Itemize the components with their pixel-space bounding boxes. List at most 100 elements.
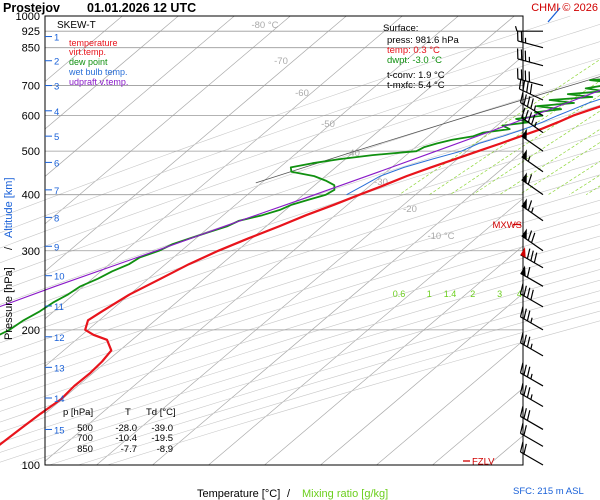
altitude-tick-label: 15 bbox=[54, 425, 65, 436]
wind-barb-full bbox=[519, 283, 524, 295]
wind-barb bbox=[520, 246, 544, 269]
isotherm-line bbox=[320, 293, 524, 466]
isotherm-label: -50 bbox=[321, 119, 335, 130]
wind-barb-full bbox=[529, 83, 533, 95]
wind-barb-staff bbox=[519, 88, 544, 101]
isotherm-line bbox=[44, 15, 179, 130]
dry-adiabat-line bbox=[0, 104, 600, 305]
wind-barb-full bbox=[523, 385, 527, 396]
surface-tmxfc: t-mxfc: 5.4 °C bbox=[387, 80, 445, 91]
isotherm-label: -30 bbox=[374, 177, 388, 188]
pressure-tick-label: 100 bbox=[22, 460, 40, 472]
fzlv-label: FZLV bbox=[472, 457, 495, 468]
wind-barb bbox=[519, 362, 544, 387]
temperature-line bbox=[0, 105, 600, 446]
wind-barb bbox=[516, 30, 544, 49]
virtual-temperature-line bbox=[478, 106, 600, 152]
isotherm-label: -60 bbox=[295, 88, 309, 99]
x-axis-label-mixing: Mixing ratio [g/kg] bbox=[302, 488, 388, 500]
table-cell: -28.0 bbox=[115, 423, 137, 434]
chart-title: SKEW-T bbox=[57, 20, 96, 31]
altitude-tick-label: 6 bbox=[54, 158, 59, 169]
table-cell: -39.0 bbox=[151, 423, 173, 434]
wind-barb-full bbox=[519, 406, 524, 417]
wind-barb-staff bbox=[520, 415, 544, 430]
fzlv-marker: FZLV bbox=[463, 457, 495, 468]
pressure-tick-label: 300 bbox=[22, 246, 40, 258]
wind-barb-staff bbox=[520, 316, 544, 331]
isotherm-line bbox=[488, 435, 524, 466]
mixing-ratio-line bbox=[586, 185, 600, 195]
isotherm-line bbox=[44, 15, 515, 414]
wind-barb-full bbox=[523, 285, 527, 297]
plot-frame bbox=[44, 15, 524, 466]
wind-barb-half bbox=[530, 317, 533, 323]
series-layer bbox=[0, 76, 600, 446]
y-axis-label: Pressure [hPa] bbox=[3, 267, 15, 340]
wind-barb-staff bbox=[520, 342, 544, 357]
pressure-tick-label: 1000 bbox=[16, 11, 40, 23]
dry-adiabat-line bbox=[0, 89, 600, 292]
altitude-tick-label: 7 bbox=[54, 186, 59, 197]
isotherm-line bbox=[44, 15, 459, 367]
wind-barb-staff bbox=[521, 156, 544, 173]
wind-barb-pennant bbox=[521, 172, 527, 184]
axes-layer: 1002003004005006007008509251000123456789… bbox=[16, 11, 524, 472]
wind-barb-staff bbox=[521, 117, 544, 134]
wind-barb-full bbox=[527, 112, 533, 123]
wind-barb-full bbox=[523, 308, 527, 319]
surface-press: press: 981.6 hPa bbox=[387, 35, 460, 46]
surface-dwpt: dwpt: -3.0 °C bbox=[387, 55, 442, 66]
altitude-tick-label: 11 bbox=[54, 302, 64, 313]
dry-adiabat-line bbox=[0, 147, 600, 344]
wind-barb-full bbox=[526, 248, 531, 259]
dry-adiabat-line bbox=[78, 310, 600, 466]
wind-barb-full bbox=[530, 232, 536, 243]
dry-adiabat-line bbox=[49, 300, 600, 466]
grid-layer: 0.6 1 1.4 2 3 4 -80 °C -70 -60 -50 -40 -30 -20 -10 °C bbox=[0, 15, 600, 466]
wind-barb-half bbox=[527, 156, 531, 162]
surface-info: Surface: press: 981.6 hPa temp: 0.3 °C d… bbox=[383, 23, 460, 91]
altitude-tick-label: 5 bbox=[54, 132, 59, 143]
table-cell: 500 bbox=[77, 423, 93, 434]
wind-barb-half bbox=[534, 121, 538, 128]
dry-adiabat-line bbox=[0, 24, 600, 234]
wind-barb-pennant bbox=[520, 246, 526, 258]
mixing-ratio-label: 1.4 bbox=[444, 289, 457, 299]
pressure-tick-label: 850 bbox=[22, 43, 40, 55]
wind-barb-full bbox=[523, 443, 527, 455]
wind-barb bbox=[519, 306, 544, 331]
dry-adiabat-line bbox=[0, 235, 600, 423]
wind-barb-staff bbox=[520, 102, 544, 117]
legend-virt-temp: virt.temp. bbox=[69, 47, 106, 57]
table-header-td: Td [°C] bbox=[146, 407, 176, 418]
isotherm-line bbox=[44, 55, 524, 462]
x-axis-title: Temperature [°C] / Mixing ratio [g/kg] bbox=[197, 488, 388, 500]
wind-barbs bbox=[514, 7, 561, 466]
wind-barb-full bbox=[526, 267, 531, 278]
wind-barb-full bbox=[526, 387, 531, 398]
mixing-ratio-line bbox=[472, 110, 600, 195]
dew-point-line bbox=[0, 78, 600, 336]
wind-barb-full bbox=[530, 98, 534, 109]
wind-barb-full bbox=[527, 230, 533, 241]
wind-barb-full bbox=[519, 306, 524, 317]
sfc-label: SFC: 215 m ASL bbox=[513, 486, 584, 497]
pressure-tick-label: 200 bbox=[22, 325, 40, 337]
isotherm-label: -10 °C bbox=[427, 231, 454, 242]
mixing-ratio-line bbox=[519, 142, 600, 195]
dry-adiabat-line bbox=[0, 161, 600, 356]
wind-barb-full bbox=[519, 332, 524, 344]
isotherm-line bbox=[44, 15, 403, 320]
wind-barb bbox=[518, 78, 544, 101]
wind-barb bbox=[521, 228, 544, 252]
wind-barb-full bbox=[519, 362, 524, 374]
wind-barb-full bbox=[518, 78, 522, 90]
isotherm-line bbox=[152, 150, 524, 466]
wind-barb-half bbox=[530, 373, 533, 380]
table-cell: 700 bbox=[77, 433, 93, 444]
dry-adiabat-line bbox=[0, 279, 600, 463]
wet-bulb-line bbox=[346, 98, 600, 196]
isotherm-line bbox=[208, 198, 524, 466]
